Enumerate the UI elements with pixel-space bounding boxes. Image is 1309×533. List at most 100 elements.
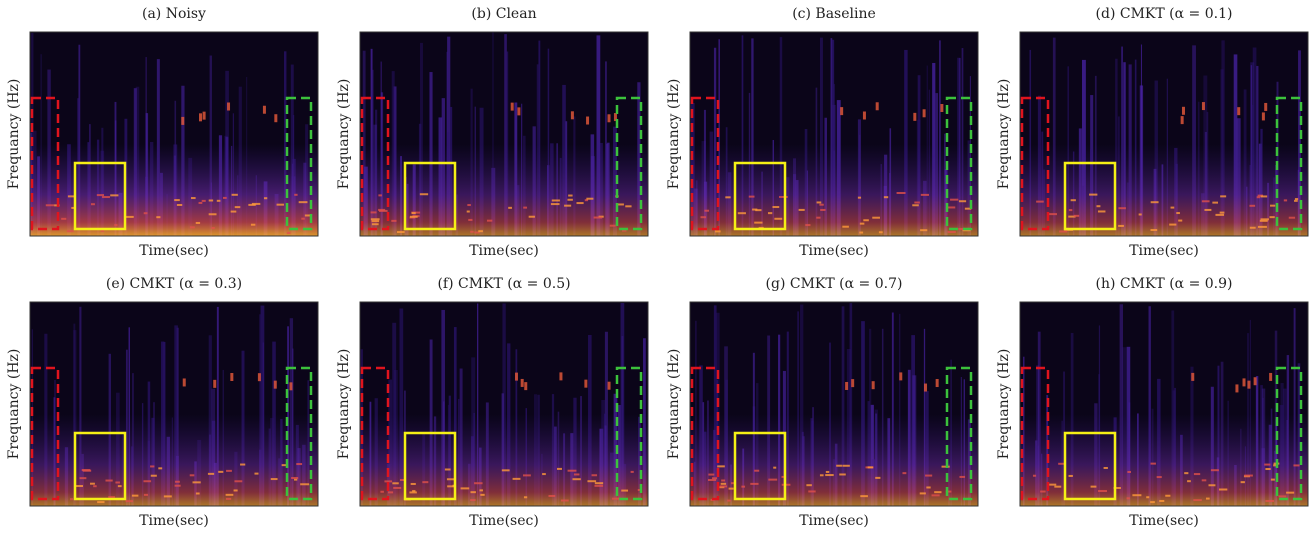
spectrogram-harmonic [1210, 469, 1219, 472]
spectrogram-harmonic [1184, 472, 1189, 475]
yellow-box [733, 431, 787, 501]
spectrogram-harmonic [867, 466, 873, 469]
spectrogram-harmonic [912, 204, 919, 207]
spectrogram-harmonic [1218, 488, 1228, 491]
spectrogram-harmonic [959, 475, 966, 478]
spectrogram-harmonic [748, 195, 755, 198]
spectrogram-harmonic [467, 204, 471, 207]
spectrogram-streak [446, 51, 448, 237]
spectrogram-low-band [1020, 144, 1308, 236]
spectrogram-peak [1261, 112, 1265, 121]
red-box [360, 96, 390, 231]
spectrogram-peak [213, 379, 217, 388]
spectrogram-streak [547, 48, 550, 237]
plot-frame [359, 301, 649, 507]
spectrogram-streak [1140, 44, 1142, 236]
spectrogram-harmonic [61, 217, 67, 220]
red-box [1020, 366, 1050, 501]
spectrogram-harmonic [1068, 474, 1073, 477]
spectrogram-harmonic [1070, 199, 1076, 202]
spectrogram-harmonic [233, 489, 238, 492]
spectrogram-harmonic [474, 482, 483, 485]
spectrogram-peak [871, 381, 875, 390]
spectrogram-harmonic [466, 210, 470, 213]
spectrogram-harmonic [1146, 496, 1150, 499]
spectrogram-harmonic [1150, 201, 1159, 204]
spectrogram-low-band [690, 144, 978, 236]
panel-title: (h) CMKT (α = 0.9) [1096, 276, 1233, 292]
spectrogram-harmonic [1283, 199, 1288, 202]
spectrogram-peak [613, 113, 617, 122]
spectrogram-streak [1121, 46, 1123, 236]
spectrogram-harmonic [883, 196, 889, 199]
spectrogram-harmonic [1208, 484, 1216, 487]
spectrogram-harmonic [105, 479, 113, 482]
spectrogram-harmonic [1265, 468, 1271, 471]
spectrogram-harmonic [931, 494, 940, 497]
panel: (c) Baseline Time(sec) Frequancy (Hz) [666, 6, 979, 259]
spectrogram-streak [78, 44, 81, 237]
spectrogram-harmonic [768, 478, 778, 481]
red-box [1020, 96, 1050, 231]
spectrogram-harmonic [409, 491, 417, 494]
spectrogram-harmonic [587, 480, 597, 483]
spectrogram-harmonic [621, 229, 627, 232]
spectrogram-peak [1237, 107, 1241, 116]
spectrogram-harmonic [1054, 485, 1062, 488]
spectrogram-harmonic [741, 485, 746, 488]
spectrogram-streak [1192, 45, 1196, 236]
spectrogram-harmonic [1265, 500, 1274, 503]
yellow-box [1063, 431, 1117, 501]
spectrogram-streak [620, 302, 625, 506]
spectrogram-harmonic [100, 229, 105, 232]
spectrogram-peak [510, 102, 514, 111]
spectrogram-harmonic [842, 225, 849, 228]
spectrogram-peak [273, 380, 277, 389]
spectrogram-harmonic [110, 194, 119, 197]
spectrogram-harmonic [754, 469, 760, 472]
spectrogram-harmonic [1240, 481, 1245, 484]
spectrogram-harmonic [411, 211, 421, 214]
y-axis-label: Frequancy (Hz) [666, 79, 682, 190]
spectrogram-harmonic [1048, 213, 1057, 216]
spectrogram-harmonic [1178, 219, 1183, 222]
x-axis-label: Time(sec) [139, 243, 209, 259]
spectrogram-harmonic [548, 494, 556, 497]
spectrogram-harmonic [444, 468, 451, 471]
spectrogram-harmonic [195, 492, 200, 495]
spectrogram-harmonic [1219, 211, 1225, 214]
spectrogram-harmonic [914, 201, 920, 204]
spectrogram-harmonic [1169, 223, 1177, 226]
spectrogram-peak [524, 382, 528, 391]
spectrogram-streak [1221, 40, 1225, 237]
spectrogram-harmonic [717, 465, 725, 468]
spectrogram-streak [1119, 304, 1124, 506]
spectrogram-streak [741, 35, 744, 236]
spectrogram-harmonic [102, 196, 110, 199]
spectrogram-harmonic [1096, 205, 1101, 208]
spectrogram-harmonic [1073, 214, 1080, 217]
spectrogram-streak [904, 49, 908, 236]
spectrogram-peak [230, 373, 234, 382]
spectrogram-harmonic [875, 476, 881, 479]
spectrogram-harmonic [798, 208, 805, 211]
spectrogram-peak [520, 378, 524, 387]
spectrogram-harmonic [174, 199, 180, 202]
spectrogram-harmonic [719, 485, 728, 488]
spectrogram-peak [559, 372, 563, 381]
red-box [30, 366, 60, 501]
spectrogram-peak [924, 383, 928, 392]
spectrogram-harmonic [1089, 193, 1098, 196]
spectrogram-peak [514, 372, 518, 381]
spectrogram-streak [961, 48, 964, 236]
panel: (b) Clean Time(sec) Frequancy (Hz) [336, 6, 649, 259]
spectrogram-peak [227, 102, 231, 111]
panel: (a) Noisy Time(sec) Frequancy (Hz) [6, 6, 319, 259]
spectrogram-harmonic [1193, 499, 1202, 502]
spectrogram-harmonic [371, 220, 380, 223]
spectrogram-harmonic [125, 215, 134, 218]
spectrogram-harmonic [370, 211, 377, 214]
spectrogram-harmonic [1118, 207, 1126, 210]
spectrogram-harmonic [478, 230, 483, 233]
